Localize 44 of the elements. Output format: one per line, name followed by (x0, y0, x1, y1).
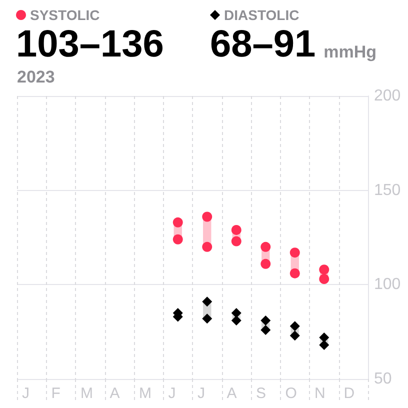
x-tick-label: N (314, 385, 326, 402)
point (202, 242, 212, 252)
x-tick-label: O (285, 385, 297, 402)
point (260, 324, 271, 335)
point (231, 316, 242, 326)
point (202, 212, 212, 222)
y-tick-label: 100 (374, 276, 401, 294)
point (319, 340, 330, 350)
point (319, 274, 330, 284)
y-tick-label: 150 (374, 182, 401, 199)
x-tick-label: M (80, 385, 93, 402)
chart-subtitle: 2023 (17, 68, 55, 87)
legend-label: SYSTOLIC (30, 7, 100, 23)
x-tick-label: A (110, 385, 120, 402)
x-tick-label: J (22, 385, 30, 402)
x-tick-label: M (139, 385, 152, 402)
x-tick-label: S (256, 385, 266, 402)
point (319, 332, 330, 342)
point (290, 248, 300, 258)
point (231, 308, 242, 318)
point (260, 242, 271, 252)
point (172, 217, 183, 228)
point (202, 296, 212, 307)
text: mmHg (324, 42, 377, 62)
text: 68–91 (210, 24, 316, 66)
point (290, 330, 300, 341)
y-tick-label: 50 (374, 370, 392, 388)
x-tick-label: F (51, 385, 60, 402)
x-tick-label: J (168, 385, 176, 402)
x-tick-label: A (226, 385, 237, 402)
point (319, 264, 330, 275)
x-tick-label: J (198, 385, 205, 402)
point (260, 258, 271, 269)
point (231, 236, 242, 246)
point (202, 314, 212, 324)
point (172, 234, 183, 244)
point (231, 224, 242, 235)
y-tick-label: 200 (374, 88, 401, 104)
point (290, 268, 300, 278)
legend-label: DIASTOLIC (224, 7, 300, 23)
point (260, 316, 271, 326)
text: 103–136 (16, 24, 164, 66)
x-tick-label: D (344, 385, 355, 402)
point (290, 321, 300, 332)
